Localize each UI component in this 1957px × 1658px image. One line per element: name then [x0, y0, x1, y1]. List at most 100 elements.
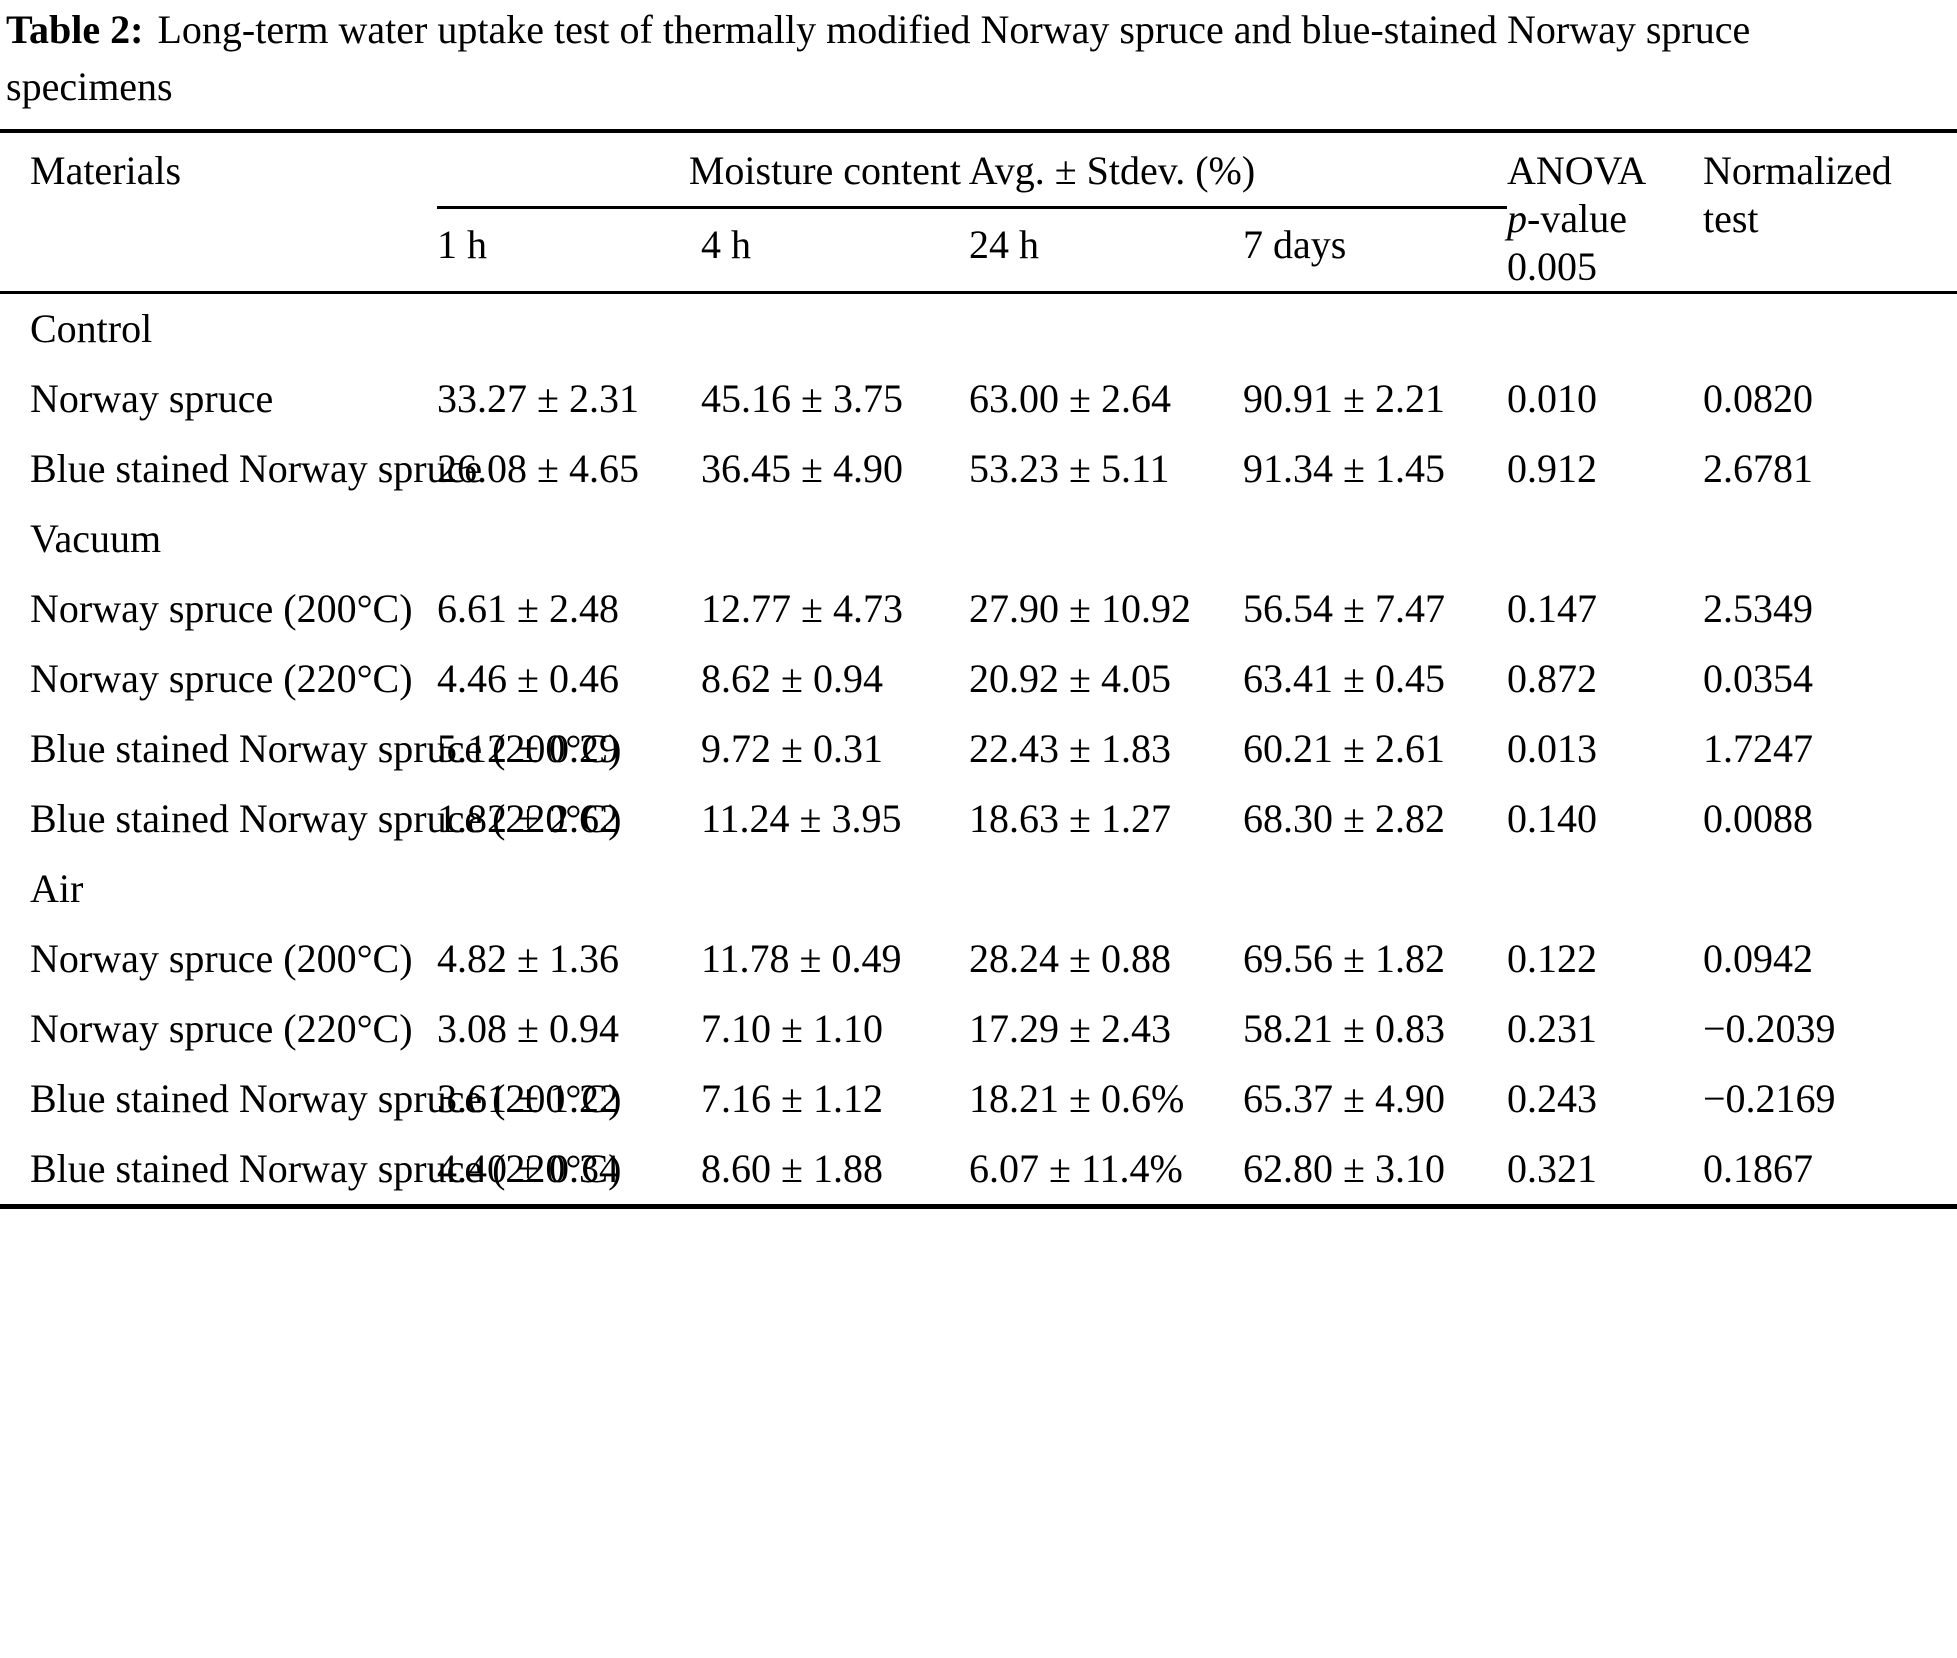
table-caption-text-line2: specimens [6, 63, 173, 109]
table-caption-label: Table 2: [6, 7, 144, 52]
table-row: Norway spruce (200°C) 6.61 ± 2.48 12.77 … [0, 574, 1957, 644]
material-cell: Blue stained Norway spruce (220°C) [30, 1145, 622, 1191]
moisture-value-cell: 63.41 ± 0.45 [1243, 655, 1445, 701]
normalized-value-cell: 0.0820 [1703, 375, 1813, 421]
anova-value-cell: 0.872 [1507, 655, 1597, 701]
anova-value-cell: 0.912 [1507, 445, 1597, 491]
table-row: Blue stained Norway spruce 26.08 ± 4.65 … [0, 434, 1957, 504]
anova-value-cell: 0.243 [1507, 1075, 1597, 1121]
moisture-value-cell: 11.78 ± 0.49 [701, 935, 902, 981]
moisture-value-cell: 17.29 ± 2.43 [969, 1005, 1171, 1051]
moisture-value-cell: 69.56 ± 1.82 [1243, 935, 1445, 981]
moisture-value-cell: 45.16 ± 3.75 [701, 375, 903, 421]
material-cell: Blue stained Norway spruce (200°C) [30, 1075, 622, 1121]
col-header-anova: ANOVA p-value 0.005 [1507, 130, 1703, 294]
col-header-4h: 4 h [701, 207, 969, 294]
moisture-value-cell: 36.45 ± 4.90 [701, 445, 903, 491]
moisture-value-cell: 58.21 ± 0.83 [1243, 1005, 1445, 1051]
material-cell: Norway spruce (220°C) [30, 655, 413, 701]
group-header-cell: Air [30, 865, 84, 911]
normalized-value-cell: 0.0354 [1703, 655, 1813, 701]
moisture-value-cell: 8.62 ± 0.94 [701, 655, 883, 701]
table-row: Blue stained Norway spruce (220°C) 4.40 … [0, 1134, 1957, 1207]
moisture-value-cell: 11.24 ± 3.95 [701, 795, 902, 841]
normalized-value-cell: 0.1867 [1703, 1145, 1813, 1191]
moisture-value-cell: 3.61 ± 1.22 [437, 1075, 619, 1121]
moisture-value-cell: 12.77 ± 4.73 [701, 585, 903, 631]
normalized-value-cell: −0.2039 [1703, 1005, 1836, 1051]
moisture-value-cell: 27.90 ± 10.92 [969, 585, 1191, 631]
moisture-value-cell: 26.08 ± 4.65 [437, 445, 639, 491]
group-header-row: Vacuum [0, 504, 1957, 574]
anova-header-p-suffix: -value [1527, 195, 1627, 241]
col-header-moisture-group: Moisture content Avg. ± Stdev. (%) [437, 130, 1507, 210]
anova-value-cell: 0.010 [1507, 375, 1597, 421]
moisture-value-cell: 4.40 ± 0.34 [437, 1145, 619, 1191]
moisture-value-cell: 53.23 ± 5.11 [969, 445, 1170, 491]
moisture-value-cell: 8.60 ± 1.88 [701, 1145, 883, 1191]
col-header-7days: 7 days [1243, 207, 1507, 294]
col-header-24h: 24 h [969, 207, 1243, 294]
moisture-value-cell: 68.30 ± 2.82 [1243, 795, 1445, 841]
material-cell: Norway spruce [30, 375, 274, 421]
material-cell: Norway spruce (200°C) [30, 585, 413, 631]
table-row: Blue stained Norway spruce (200°C) 5.12 … [0, 714, 1957, 784]
anova-value-cell: 0.122 [1507, 935, 1597, 981]
anova-value-cell: 0.231 [1507, 1005, 1597, 1051]
moisture-value-cell: 7.16 ± 1.12 [701, 1075, 883, 1121]
header-row-2: 1 h 4 h 24 h 7 days [0, 207, 1957, 294]
table-row: Norway spruce 33.27 ± 2.31 45.16 ± 3.75 … [0, 364, 1957, 434]
moisture-value-cell: 3.08 ± 0.94 [437, 1005, 619, 1051]
moisture-value-cell: 65.37 ± 4.90 [1243, 1075, 1445, 1121]
group-header-row: Control [0, 292, 1957, 364]
material-cell: Norway spruce (220°C) [30, 1005, 413, 1051]
col-header-1h: 1 h [437, 207, 701, 294]
anova-header-p: p [1507, 195, 1527, 241]
group-header-row: Air [0, 854, 1957, 924]
table-row: Norway spruce (200°C) 4.82 ± 1.36 11.78 … [0, 924, 1957, 994]
moisture-value-cell: 4.82 ± 1.36 [437, 935, 619, 981]
anova-value-cell: 0.147 [1507, 585, 1597, 631]
anova-value-cell: 0.321 [1507, 1145, 1597, 1191]
moisture-value-cell: 33.27 ± 2.31 [437, 375, 639, 421]
table-caption-text-line1: Long-term water uptake test of thermally… [157, 7, 1751, 52]
table-row: Norway spruce (220°C) 3.08 ± 0.94 7.10 ±… [0, 994, 1957, 1064]
moisture-value-cell: 56.54 ± 7.47 [1243, 585, 1445, 631]
normalized-value-cell: −0.2169 [1703, 1075, 1836, 1121]
moisture-value-cell: 63.00 ± 2.64 [969, 375, 1171, 421]
material-cell: Blue stained Norway spruce (220°C) [30, 795, 622, 841]
moisture-value-cell: 62.80 ± 3.10 [1243, 1145, 1445, 1191]
moisture-value-cell: 9.72 ± 0.31 [701, 725, 883, 771]
normalized-value-cell: 1.7247 [1703, 725, 1813, 771]
moisture-value-cell: 90.91 ± 2.21 [1243, 375, 1445, 421]
header-row-1: Materials Moisture content Avg. ± Stdev.… [0, 130, 1957, 294]
moisture-value-cell: 6.61 ± 2.48 [437, 585, 619, 631]
normalized-value-cell: 0.0942 [1703, 935, 1813, 981]
material-cell: Norway spruce (200°C) [30, 935, 413, 981]
anova-value-cell: 0.013 [1507, 725, 1597, 771]
moisture-value-cell: 7.10 ± 1.10 [701, 1005, 883, 1051]
normalized-value-cell: 2.6781 [1703, 445, 1813, 491]
col-header-materials: Materials [0, 130, 437, 294]
moisture-value-cell: 91.34 ± 1.45 [1243, 445, 1445, 491]
moisture-value-cell: 28.24 ± 0.88 [969, 935, 1171, 981]
material-cell: Blue stained Norway spruce (200°C) [30, 725, 622, 771]
normalized-value-cell: 2.5349 [1703, 585, 1813, 631]
group-header-cell: Control [30, 305, 153, 351]
table-row: Norway spruce (220°C) 4.46 ± 0.46 8.62 ±… [0, 644, 1957, 714]
table-row: Blue stained Norway spruce (200°C) 3.61 … [0, 1064, 1957, 1134]
material-cell: Blue stained Norway spruce [30, 445, 483, 491]
group-header-cell: Vacuum [30, 515, 162, 561]
table-row: Blue stained Norway spruce (220°C) 1.82 … [0, 784, 1957, 854]
anova-value-cell: 0.140 [1507, 795, 1597, 841]
normalized-value-cell: 0.0088 [1703, 795, 1813, 841]
anova-header-line1: ANOVA [1507, 147, 1647, 193]
moisture-value-cell: 5.12 ± 0.29 [437, 725, 619, 771]
moisture-value-cell: 18.21 ± 0.6% [969, 1075, 1185, 1121]
table-caption: Table 2: Long-term water uptake test of t… [6, 2, 1957, 116]
moisture-value-cell: 22.43 ± 1.83 [969, 725, 1171, 771]
moisture-value-cell: 1.82 ± 2.62 [437, 795, 619, 841]
moisture-value-cell: 4.46 ± 0.46 [437, 655, 619, 701]
moisture-value-cell: 18.63 ± 1.27 [969, 795, 1171, 841]
